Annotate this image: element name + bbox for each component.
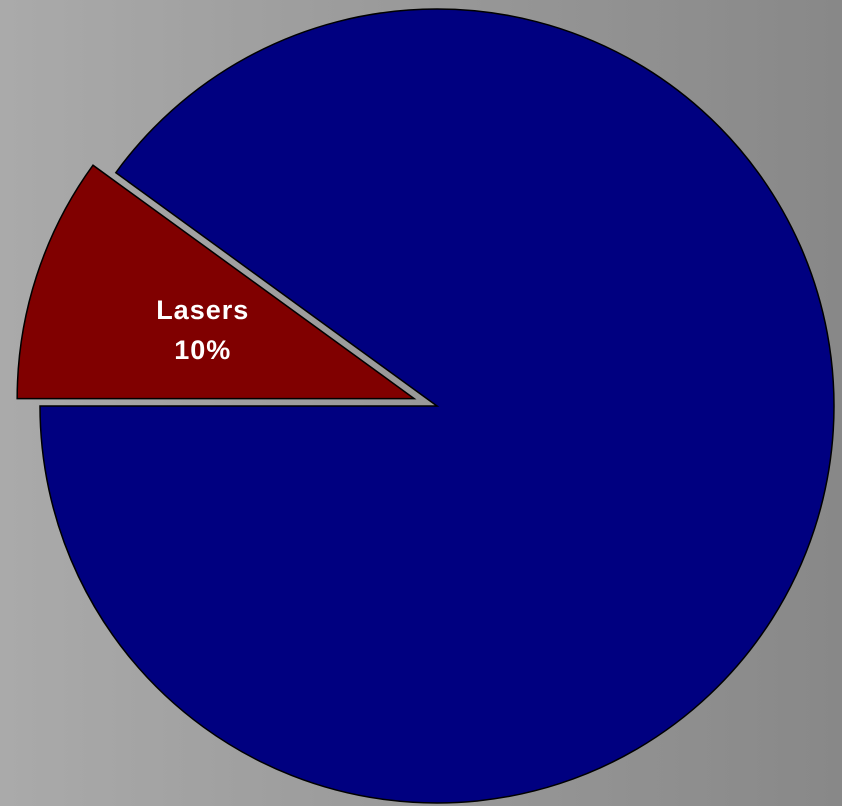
pie: Lasers 10% bbox=[16, 8, 835, 804]
slice-value-label: 10% bbox=[174, 335, 231, 365]
pie-slice bbox=[39, 8, 835, 804]
slice-label: Lasers bbox=[156, 295, 249, 325]
pie-slice bbox=[16, 164, 417, 400]
